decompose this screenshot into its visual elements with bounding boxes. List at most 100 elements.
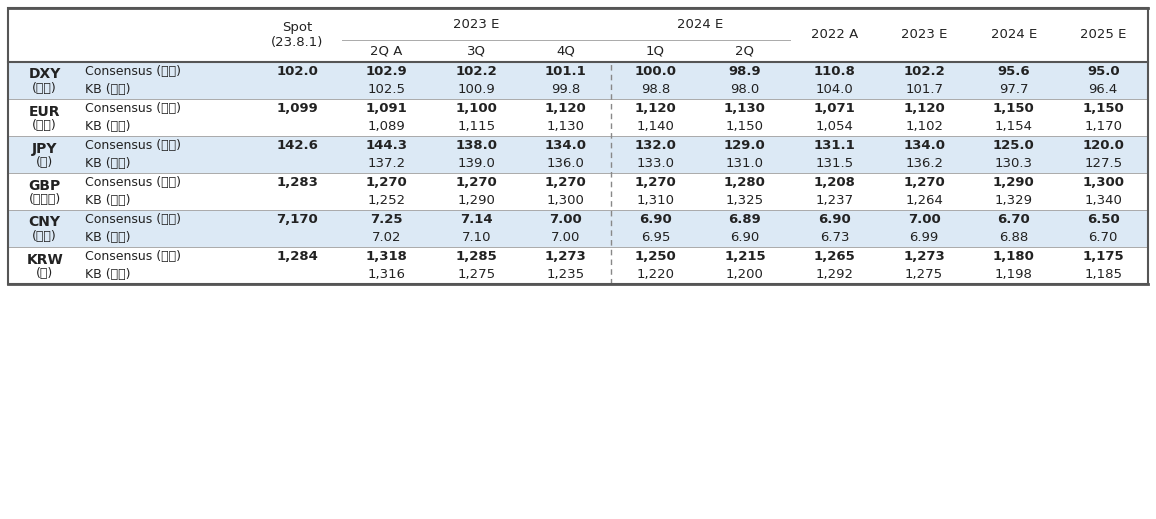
Text: 1,252: 1,252 — [368, 194, 406, 207]
Text: 1,250: 1,250 — [635, 250, 676, 263]
Text: (파운드): (파운드) — [29, 193, 61, 206]
Text: 2024 E: 2024 E — [991, 29, 1037, 42]
Text: 1,054: 1,054 — [816, 120, 853, 133]
Text: (유로): (유로) — [32, 119, 57, 132]
Text: 97.7: 97.7 — [999, 83, 1029, 96]
Bar — [8, 8, 1148, 62]
Text: 131.1: 131.1 — [814, 139, 855, 152]
Text: 1,150: 1,150 — [726, 120, 764, 133]
Text: 1,120: 1,120 — [544, 102, 586, 115]
Bar — [8, 173, 1148, 210]
Text: 7.14: 7.14 — [460, 213, 492, 226]
Text: 3Q: 3Q — [467, 45, 486, 58]
Bar — [8, 136, 1148, 173]
Text: 4Q: 4Q — [556, 45, 576, 58]
Text: 1,270: 1,270 — [455, 176, 497, 189]
Text: 110.8: 110.8 — [814, 65, 855, 78]
Text: 1,220: 1,220 — [636, 268, 674, 281]
Text: 133.0: 133.0 — [636, 157, 674, 170]
Text: 100.0: 100.0 — [635, 65, 676, 78]
Text: 139.0: 139.0 — [458, 157, 495, 170]
Text: EUR: EUR — [29, 104, 60, 118]
Text: 2Q A: 2Q A — [370, 45, 402, 58]
Text: (위안): (위안) — [32, 230, 57, 243]
Text: 1,099: 1,099 — [276, 102, 318, 115]
Text: KRW: KRW — [27, 253, 64, 266]
Text: 7.02: 7.02 — [372, 231, 401, 244]
Text: 2024 E: 2024 E — [677, 18, 724, 31]
Text: 1,300: 1,300 — [1082, 176, 1125, 189]
Text: 1,170: 1,170 — [1084, 120, 1122, 133]
Text: 102.0: 102.0 — [276, 65, 318, 78]
Text: 1,120: 1,120 — [635, 102, 676, 115]
Text: 2025 E: 2025 E — [1080, 29, 1126, 42]
Text: CNY: CNY — [29, 215, 60, 229]
Text: 1,264: 1,264 — [905, 194, 943, 207]
Text: 1,130: 1,130 — [724, 102, 766, 115]
Text: 102.5: 102.5 — [368, 83, 406, 96]
Text: 6.88: 6.88 — [999, 231, 1029, 244]
Text: 1,185: 1,185 — [1084, 268, 1122, 281]
Text: 1,285: 1,285 — [455, 250, 497, 263]
Text: 7.00: 7.00 — [551, 231, 580, 244]
Text: 125.0: 125.0 — [993, 139, 1035, 152]
Text: Consensus (기말): Consensus (기말) — [86, 176, 181, 189]
Text: 1,318: 1,318 — [365, 250, 408, 263]
Text: 2023 E: 2023 E — [453, 18, 499, 31]
Text: 6.90: 6.90 — [818, 213, 851, 226]
Text: 104.0: 104.0 — [816, 83, 853, 96]
Text: 2Q: 2Q — [735, 45, 755, 58]
Text: 1,175: 1,175 — [1082, 250, 1124, 263]
Text: 99.8: 99.8 — [551, 83, 580, 96]
Text: 1,283: 1,283 — [276, 176, 318, 189]
Text: 1,300: 1,300 — [547, 194, 585, 207]
Text: 96.4: 96.4 — [1089, 83, 1118, 96]
Text: 131.5: 131.5 — [815, 157, 853, 170]
Text: 6.70: 6.70 — [1089, 231, 1118, 244]
Text: 1,180: 1,180 — [993, 250, 1035, 263]
Text: Consensus (기말): Consensus (기말) — [86, 213, 181, 226]
Text: 1,215: 1,215 — [724, 250, 765, 263]
Text: KB (평균): KB (평균) — [86, 157, 131, 170]
Text: Consensus (기말): Consensus (기말) — [86, 250, 181, 263]
Text: 134.0: 134.0 — [903, 139, 946, 152]
Text: 142.6: 142.6 — [276, 139, 318, 152]
Text: 1,150: 1,150 — [1082, 102, 1124, 115]
Text: 7.00: 7.00 — [907, 213, 941, 226]
Text: 102.9: 102.9 — [365, 65, 408, 78]
Text: Spot
(23.8.1): Spot (23.8.1) — [271, 21, 324, 49]
Text: 1,290: 1,290 — [458, 194, 495, 207]
Text: 6.95: 6.95 — [640, 231, 670, 244]
Text: 1Q: 1Q — [646, 45, 665, 58]
Text: 98.0: 98.0 — [731, 83, 759, 96]
Text: 1,140: 1,140 — [637, 120, 674, 133]
Text: 6.99: 6.99 — [910, 231, 939, 244]
Text: 1,100: 1,100 — [455, 102, 497, 115]
Text: 120.0: 120.0 — [1082, 139, 1124, 152]
Text: 6.90: 6.90 — [731, 231, 759, 244]
Text: 1,316: 1,316 — [368, 268, 406, 281]
Text: 1,154: 1,154 — [994, 120, 1032, 133]
Text: 1,120: 1,120 — [903, 102, 944, 115]
Text: 1,284: 1,284 — [276, 250, 318, 263]
Text: 6.50: 6.50 — [1087, 213, 1120, 226]
Text: KB (평균): KB (평균) — [86, 231, 131, 244]
Bar — [8, 99, 1148, 136]
Text: 6.89: 6.89 — [728, 213, 762, 226]
Text: DXY: DXY — [29, 67, 61, 81]
Text: 1,102: 1,102 — [905, 120, 943, 133]
Text: 130.3: 130.3 — [994, 157, 1032, 170]
Text: 7.10: 7.10 — [461, 231, 491, 244]
Text: (엔): (엔) — [36, 156, 53, 169]
Text: 1,340: 1,340 — [1084, 194, 1122, 207]
Text: 98.8: 98.8 — [640, 83, 670, 96]
Text: 1,290: 1,290 — [993, 176, 1035, 189]
Text: 1,273: 1,273 — [544, 250, 586, 263]
Text: KB (평균): KB (평균) — [86, 120, 131, 133]
Text: 1,292: 1,292 — [815, 268, 853, 281]
Bar — [8, 210, 1148, 247]
Text: GBP: GBP — [29, 179, 61, 193]
Text: JPY: JPY — [32, 142, 58, 156]
Bar — [8, 247, 1148, 284]
Text: 1,270: 1,270 — [903, 176, 944, 189]
